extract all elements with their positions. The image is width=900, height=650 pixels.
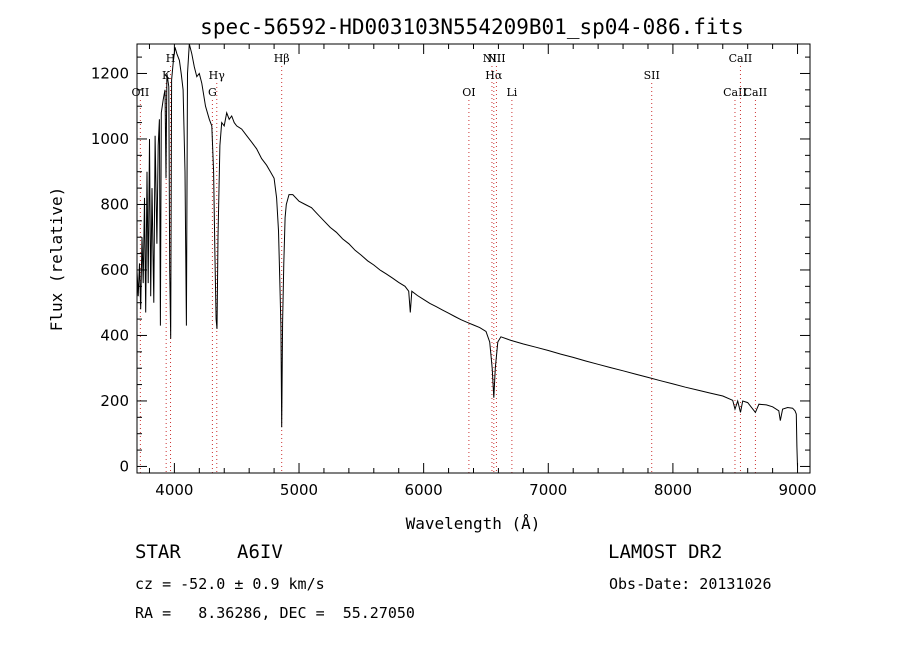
x-tick-label: 7000 <box>529 481 567 499</box>
spectral-line-label: CaII <box>729 52 753 65</box>
observation-date: Obs-Date: 20131026 <box>609 575 772 593</box>
spectral-line-label: CaII <box>744 86 768 99</box>
redshift-readout: cz = -52.0 ± 0.9 km/s <box>135 575 325 593</box>
spectral-line-label: NII <box>483 52 501 65</box>
object-class: STAR <box>135 541 181 563</box>
y-tick-label: 800 <box>100 195 129 213</box>
spectral-line-label: H <box>166 52 176 65</box>
y-tick-label: 1200 <box>91 64 129 82</box>
x-tick-label: 5000 <box>280 481 318 499</box>
spectrum-series-line <box>136 43 798 467</box>
x-axis-label: Wavelength (Å) <box>406 514 541 533</box>
spectral-line-label: Hα <box>485 69 503 82</box>
spectral-line-label: G <box>208 86 217 99</box>
y-tick-label: 600 <box>100 261 129 279</box>
y-tick-label: 0 <box>119 457 129 475</box>
survey-name: LAMOST DR2 <box>608 541 723 563</box>
spectral-line-label: OI <box>462 86 475 99</box>
plot-frame <box>136 43 811 474</box>
spectral-line-label: NII <box>487 52 505 65</box>
series-layer <box>136 43 798 467</box>
spectral-line-label: Hβ <box>274 52 290 65</box>
spectral-line-label: SII <box>644 69 660 82</box>
x-tick-label: 6000 <box>405 481 443 499</box>
y-tick-label: 200 <box>100 392 129 410</box>
y-axis-ticks: 0 200 400 600 800 1000 1200 <box>91 56 810 475</box>
x-tick-label: 8000 <box>654 481 692 499</box>
spectral-line-label: Li <box>506 86 517 99</box>
spectral-line-label: CaII <box>723 86 747 99</box>
x-tick-label: 4000 <box>155 481 193 499</box>
spectral-line-label: Hγ <box>209 69 226 82</box>
x-axis-ticks: 4000 5000 6000 7000 8000 9000 <box>148 44 817 499</box>
x-tick-label: 9000 <box>778 481 816 499</box>
coordinates-readout: RA = 8.36286, DEC = 55.27050 <box>135 604 415 622</box>
chart-title: spec-56592-HD003103N554209B01_sp04-086.f… <box>200 15 744 39</box>
y-axis-label: Flux (relative) <box>47 187 66 332</box>
spectral-line-label: OII <box>132 86 150 99</box>
y-tick-label: 1000 <box>91 130 129 148</box>
spectral-subclass: A6IV <box>237 541 283 563</box>
y-tick-label: 400 <box>100 326 129 344</box>
